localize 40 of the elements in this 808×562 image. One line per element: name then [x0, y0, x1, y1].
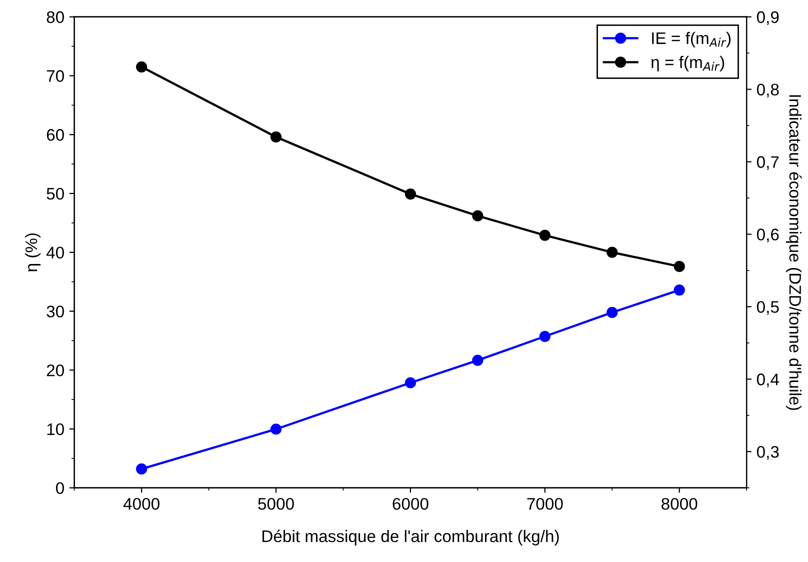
- point: [539, 330, 550, 342]
- point: [606, 306, 618, 318]
- point: [404, 377, 416, 388]
- point: [270, 424, 282, 435]
- point: [404, 188, 416, 200]
- point: [472, 210, 484, 222]
- y-tick-label: 10: [47, 423, 64, 436]
- y-tick-label: 20: [46, 364, 64, 376]
- y-tick-label: 50: [46, 188, 64, 200]
- y2-tick-label: 0,7: [756, 156, 779, 170]
- y2-tick-label: 0,8: [756, 84, 779, 98]
- x-tick-label: 7000: [527, 498, 563, 510]
- point: [674, 284, 685, 296]
- x-tick-label: 5000: [258, 498, 294, 510]
- y-axis-title: η (%): [24, 233, 41, 272]
- legend-label: IE = f(m$_{Air}$): [652, 32, 731, 48]
- y2-tick-label: 0,5: [756, 301, 779, 315]
- y-tick-label: 80: [46, 11, 64, 24]
- legend-label: η = f(m$_{Air}$): [651, 56, 724, 72]
- point: [136, 463, 148, 475]
- x-tick-label: 6000: [392, 498, 428, 510]
- x-tick-label: 4000: [123, 498, 160, 510]
- point: [606, 246, 618, 258]
- y-tick-label: 0: [56, 482, 64, 494]
- point: [270, 131, 282, 143]
- y-tick-label: 30: [46, 306, 64, 318]
- point: [136, 61, 148, 72]
- point: [472, 354, 484, 366]
- y-tick-label: 60: [46, 129, 64, 141]
- y2-axis-title: Indicateur économique (DZD/tonne d'huile): [786, 95, 802, 410]
- y-tick-label: 40: [46, 246, 64, 259]
- x-axis-title: Débit massique de l'air comburant (kg/h): [262, 530, 559, 546]
- y2-tick-label: 0,4: [756, 374, 779, 388]
- y2-tick-label: 0,9: [756, 11, 779, 26]
- y2-tick-label: 0,3: [756, 446, 779, 460]
- point: [674, 260, 685, 272]
- y-tick-label: 70: [46, 70, 64, 82]
- y2-tick-label: 0,6: [756, 228, 779, 242]
- point: [539, 230, 550, 241]
- x-tick-label: 8000: [662, 498, 698, 510]
